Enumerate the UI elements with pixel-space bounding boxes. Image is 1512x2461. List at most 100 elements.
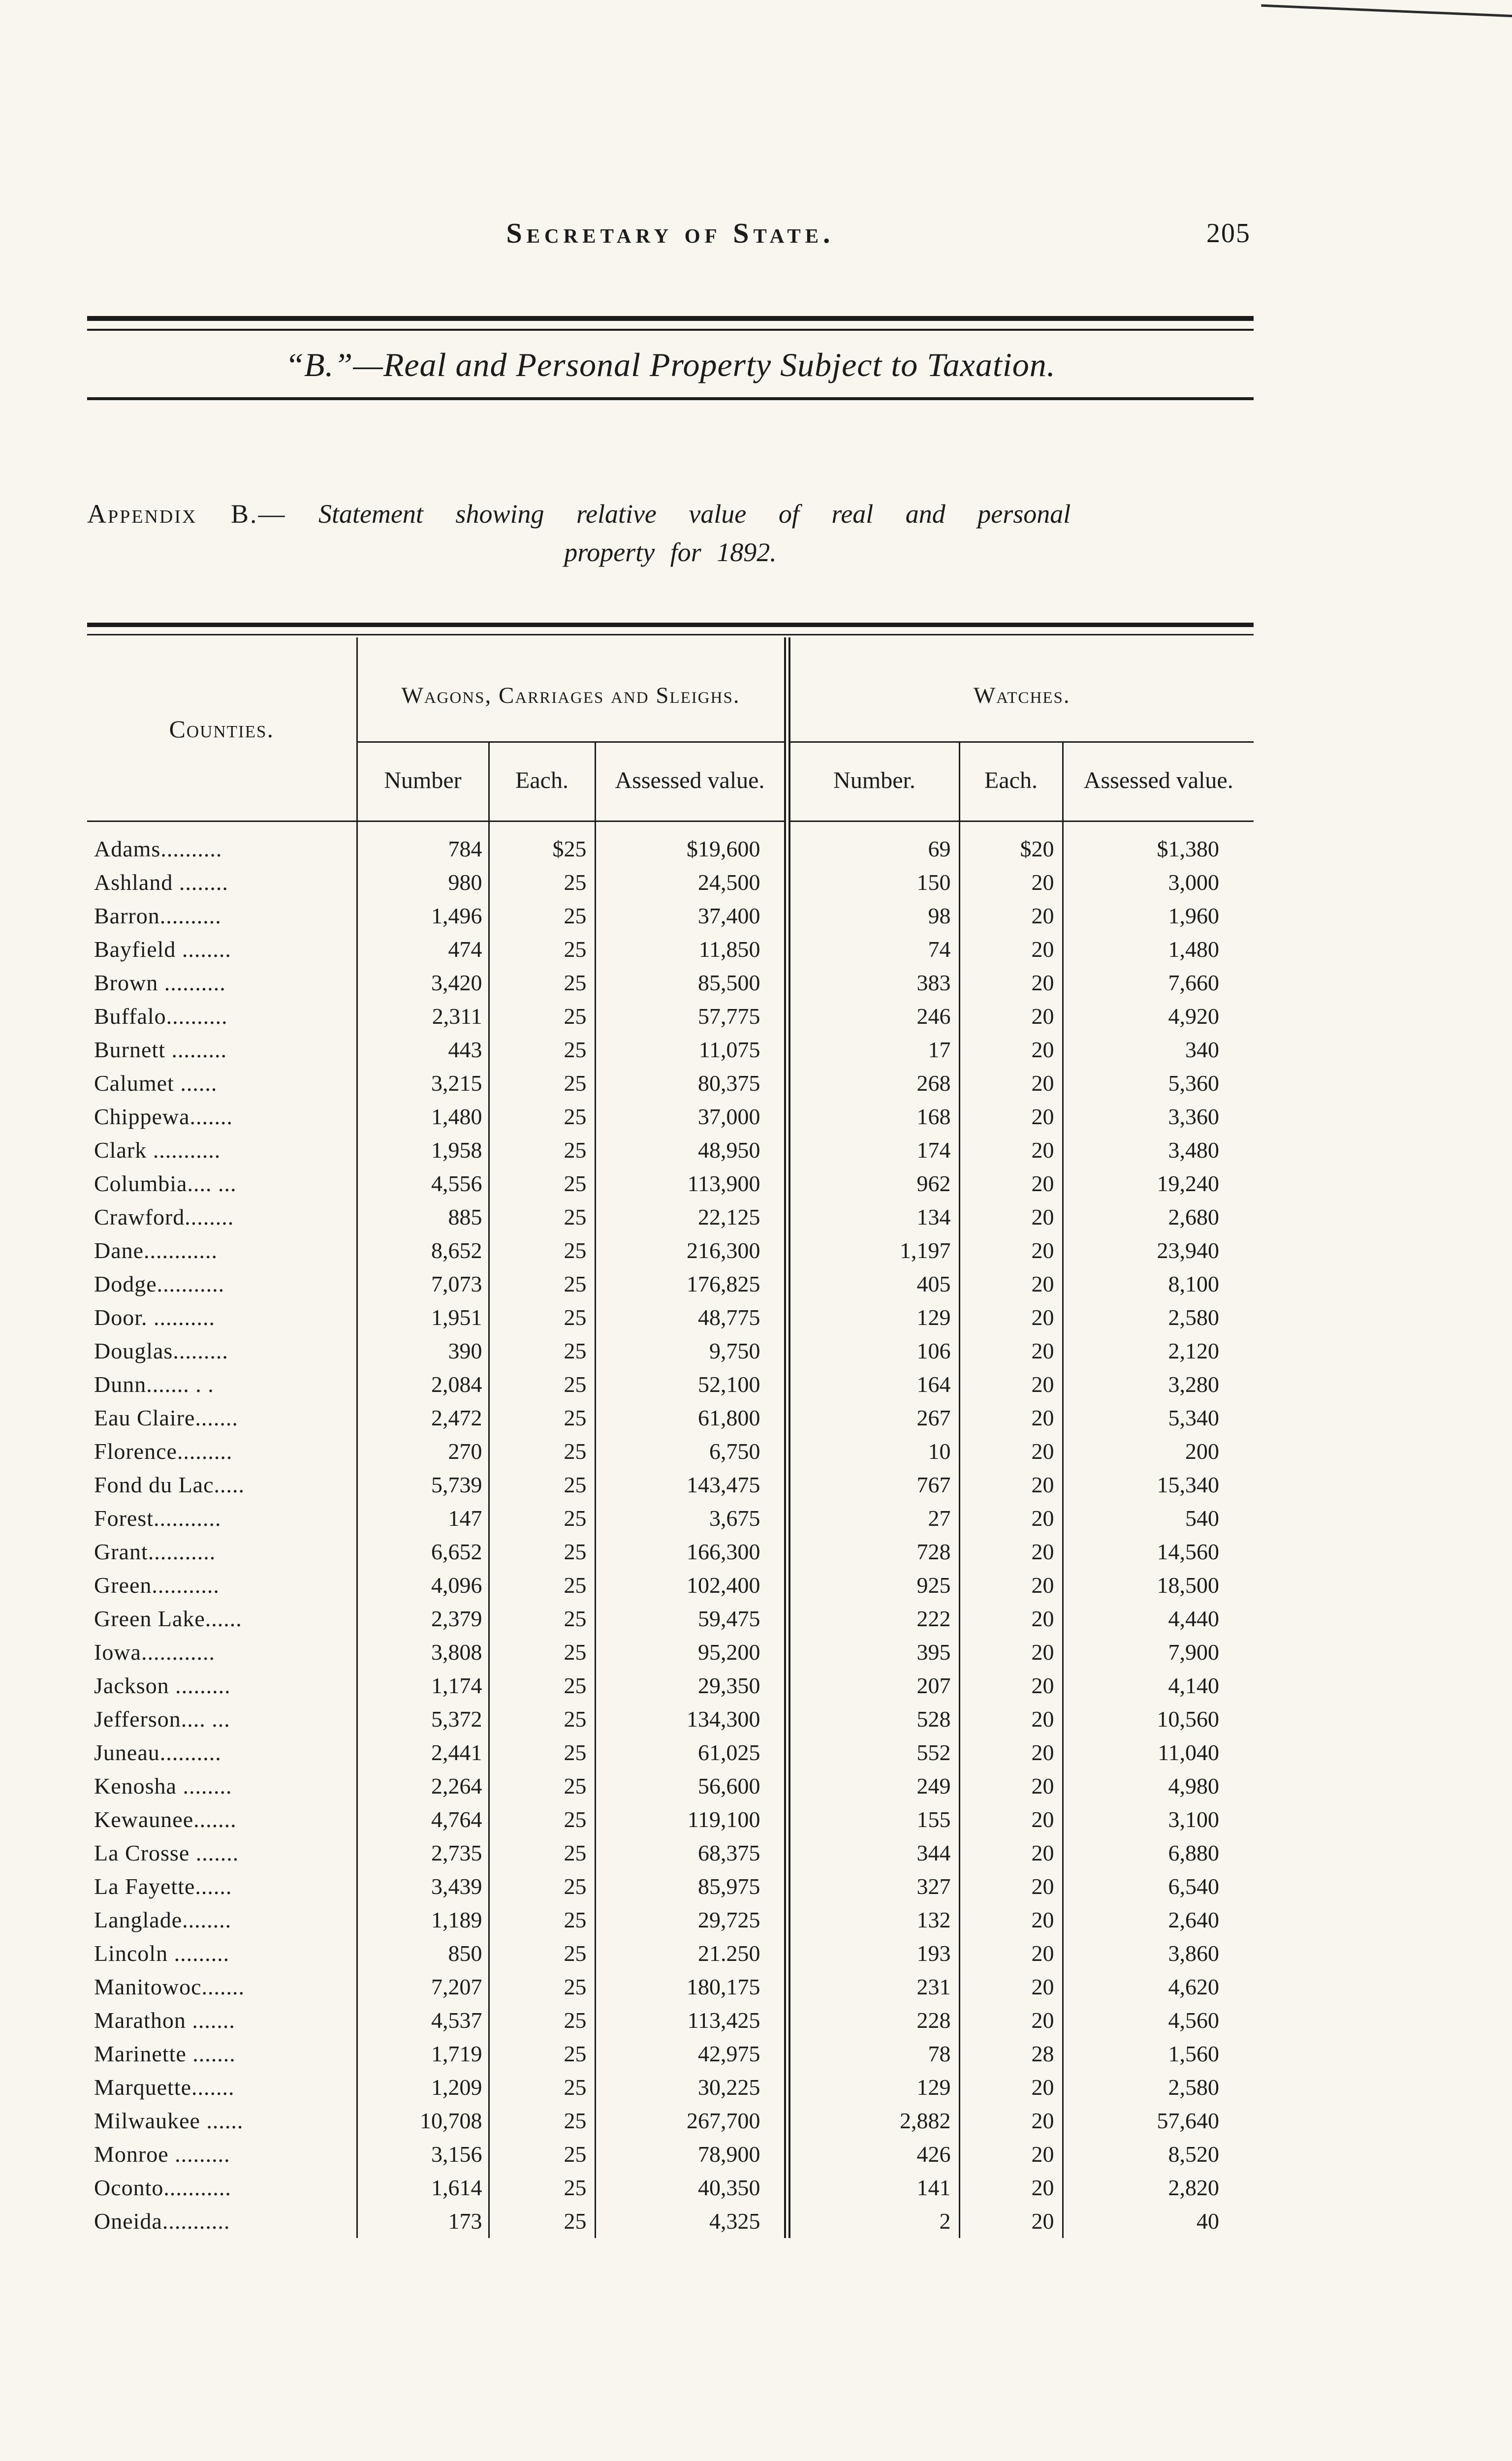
county-cell: Kenosha ........ [87, 1769, 358, 1803]
watches-number-cell: 231 [784, 1970, 960, 2004]
wagons-assessed-value-cell: 11,075 [594, 1033, 788, 1067]
table-row: Columbia.... ... 4,556 25 113,900 962 20 19,24… [87, 1167, 1254, 1200]
table-row: Dodge........... 7,073 25 176,825 405 20 8,100 [87, 1267, 1254, 1301]
table-row: Monroe ......... 3,156 25 78,900 426 20 8,520 [87, 2137, 1254, 2171]
watches-assessed-value-cell: 8,520 [1062, 2137, 1254, 2171]
watches-number-cell: 164 [784, 1367, 960, 1401]
table-row: Douglas......... 390 25 9,750 106 20 2,120 [87, 1334, 1254, 1368]
watches-each-cell: $20 [958, 821, 1063, 866]
watches-each-cell: 20 [958, 1802, 1063, 1836]
table-row: Door. .......... 1,951 25 48,775 129 20 2,580 [87, 1300, 1254, 1334]
watches-number-cell: 17 [784, 1033, 960, 1067]
table-row: Lincoln ......... 850 25 21.250 193 20 3,860 [87, 1936, 1254, 1970]
watches-number-cell: 268 [784, 1066, 960, 1100]
watches-number-cell: 155 [784, 1802, 960, 1836]
county-cell: La Crosse ....... [87, 1836, 358, 1870]
watches-each-cell: 20 [958, 932, 1063, 966]
watches-each-cell: 20 [958, 1066, 1063, 1100]
wagons-each-cell: 25 [488, 1568, 595, 1602]
wagons-number-cell: 1,480 [431, 1104, 482, 1129]
appendix-caption: Appendix B.— Statement showing relative … [87, 499, 1254, 568]
wagons-assessed-value-cell: 56,600 [594, 1769, 788, 1803]
wagons-each-cell: 25 [488, 1066, 595, 1100]
watches-number-cell: 2 [784, 2204, 960, 2238]
watches-each-cell: 20 [958, 1836, 1063, 1870]
watches-assessed-value-cell: 1,960 [1062, 899, 1254, 933]
wagons-number-cell: 4,764 [431, 1806, 482, 1832]
wagons-number-cell: 2,264 [431, 1773, 482, 1798]
wagons-number-cell: 1,958 [431, 1137, 482, 1163]
wagons-each-cell: 25 [488, 1802, 595, 1836]
table-row: Brown .......... 3,420 25 85,500 383 20 7,660 [87, 966, 1254, 1000]
county-cell: Crawford........ [87, 1200, 358, 1234]
document-page: Secretary of State. 205 “B.”—Real and Pe… [87, 0, 1254, 2238]
watches-assessed-value-cell: 4,440 [1062, 1602, 1254, 1636]
county-cell: Juneau.......... [87, 1735, 358, 1769]
wagons-number-cell: 443 [448, 1037, 482, 1062]
watches-assessed-value-cell: 14,560 [1062, 1535, 1254, 1569]
watches-assessed-value-cell: 23,940 [1062, 1233, 1254, 1267]
watches-group-header: Watches. [784, 637, 1254, 743]
wagons-assessed-value-cell: 40,350 [594, 2171, 788, 2205]
subheader-row: Number Each. Assessed value. Number. Eac… [87, 742, 1254, 822]
table-row: Adams.......... 784 $25 $19,600 69 $20 $1,380 [87, 821, 1254, 866]
wagons-each-cell: 25 [488, 865, 595, 899]
wagons-assessed-value-cell: 30,225 [594, 2070, 788, 2104]
table-row: Burnett ......... 443 25 11,075 17 20 340 [87, 1033, 1254, 1067]
table-row: Marquette....... 1,209 25 30,225 129 20 2,580 [87, 2070, 1254, 2104]
wagons-assessed-value-cell: 80,375 [594, 1066, 788, 1100]
watches-each-cell: 20 [958, 1669, 1063, 1703]
watches-number-cell: 193 [784, 1936, 960, 1970]
watches-assessed-value-cell: 18,500 [1062, 1568, 1254, 1602]
running-header-title: Secretary of State. [506, 217, 835, 249]
watches-assessed-value-cell: 3,360 [1062, 1100, 1254, 1134]
wagons-assessed-value-cell: 267,700 [594, 2104, 788, 2138]
wagons-number-header: Number [357, 742, 489, 822]
county-cell: Calumet ...... [87, 1066, 358, 1100]
watches-assessed-value-cell: 4,560 [1062, 2003, 1254, 2037]
watches-each-cell: 20 [958, 1869, 1063, 1903]
watches-assessed-value-cell: 5,360 [1062, 1066, 1254, 1100]
wagons-each-cell: 25 [488, 932, 595, 966]
wagons-assessed-value-cell: 113,900 [594, 1167, 788, 1200]
wagons-each-cell: 25 [488, 1769, 595, 1803]
wagons-each-cell: 25 [488, 1535, 595, 1569]
wagons-assessed-value-cell: 102,400 [594, 1568, 788, 1602]
wagons-each-cell: 25 [488, 1970, 595, 2004]
table-row: Oconto........... 1,614 25 40,350 141 20 2,820 [87, 2171, 1254, 2205]
watches-number-cell: 10 [784, 1434, 960, 1468]
wagons-number-cell: 3,156 [431, 2141, 482, 2167]
watches-assessed-value-cell: 6,880 [1062, 1836, 1254, 1870]
watches-number-cell: 78 [784, 2037, 960, 2071]
table-row: Clark ........... 1,958 25 48,950 174 20 3,480 [87, 1133, 1254, 1167]
table-row: Dane............ 8,652 25 216,300 1,197 20 23,… [87, 1233, 1254, 1267]
watches-each-cell: 20 [958, 1568, 1063, 1602]
wagons-group-header: Wagons, Carriages and Sleighs. [357, 637, 788, 743]
county-cell: Langlade........ [87, 1903, 358, 1937]
wagons-assessed-value-cell: 3,675 [594, 1501, 788, 1535]
table-row: Green Lake...... 2,379 25 59,475 222 20 4,440 [87, 1602, 1254, 1636]
county-cell: Monroe ......... [87, 2137, 358, 2171]
appendix-caption-line1: Appendix B.— Statement showing relative … [87, 499, 1254, 529]
table-row: Marinette ....... 1,719 25 42,975 78 28 1,560 [87, 2037, 1254, 2071]
watches-assessed-value-cell: 3,480 [1062, 1133, 1254, 1167]
watches-assessed-value-cell: 8,100 [1062, 1267, 1254, 1301]
table-row: Calumet ...... 3,215 25 80,375 268 20 5,360 [87, 1066, 1254, 1100]
wagons-assessed-value-cell: 216,300 [594, 1233, 788, 1267]
watches-number-cell: 228 [784, 2003, 960, 2037]
wagons-each-cell: 25 [488, 1669, 595, 1703]
wagons-each-cell: 25 [488, 1836, 595, 1870]
wagons-assessed-value-cell: 29,350 [594, 1669, 788, 1703]
watches-each-cell: 20 [958, 1602, 1063, 1636]
wagons-number-cell: 1,209 [431, 2074, 482, 2100]
table-row: Juneau.......... 2,441 25 61,025 552 20 11,040 [87, 1735, 1254, 1769]
wagons-each-cell: 25 [488, 1468, 595, 1502]
county-cell: Ashland ........ [87, 865, 358, 899]
watches-each-cell: 20 [958, 1501, 1063, 1535]
wagons-number-cell: 7,073 [431, 1271, 482, 1296]
county-cell: Milwaukee ...... [87, 2104, 358, 2138]
watches-assessed-value-cell: 11,040 [1062, 1735, 1254, 1769]
wagons-each-cell: 25 [488, 1501, 595, 1535]
watches-each-cell: 20 [958, 1167, 1063, 1200]
wagons-assessed-value-cell: 176,825 [594, 1267, 788, 1301]
